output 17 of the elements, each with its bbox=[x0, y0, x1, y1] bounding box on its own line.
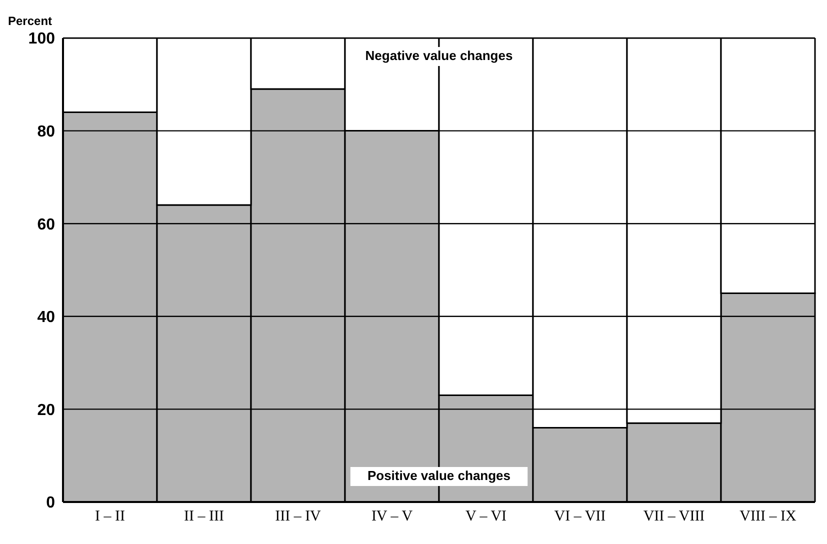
series-label: Positive value changes bbox=[367, 468, 511, 483]
y-tick-label: 0 bbox=[46, 494, 56, 512]
y-axis-title: Percent bbox=[8, 14, 52, 28]
y-tick-label: 60 bbox=[37, 216, 56, 234]
x-tick-label: IV – V bbox=[371, 508, 413, 525]
y-tick-label: 20 bbox=[37, 402, 56, 419]
x-tick-label: VI – VII bbox=[554, 508, 606, 525]
y-tick-label: 100 bbox=[28, 30, 56, 48]
x-tick-label: III – IV bbox=[275, 508, 322, 525]
series-label: Negative value changes bbox=[365, 48, 513, 63]
x-tick-label: VIII – IX bbox=[740, 508, 796, 525]
x-tick-label: VII – VIII bbox=[643, 508, 705, 525]
x-tick-label: II – III bbox=[184, 508, 224, 525]
x-tick-label: V – VI bbox=[465, 508, 507, 525]
y-tick-label: 40 bbox=[37, 309, 56, 326]
y-tick-label: 80 bbox=[37, 123, 56, 140]
x-tick-label: I – II bbox=[95, 508, 125, 525]
